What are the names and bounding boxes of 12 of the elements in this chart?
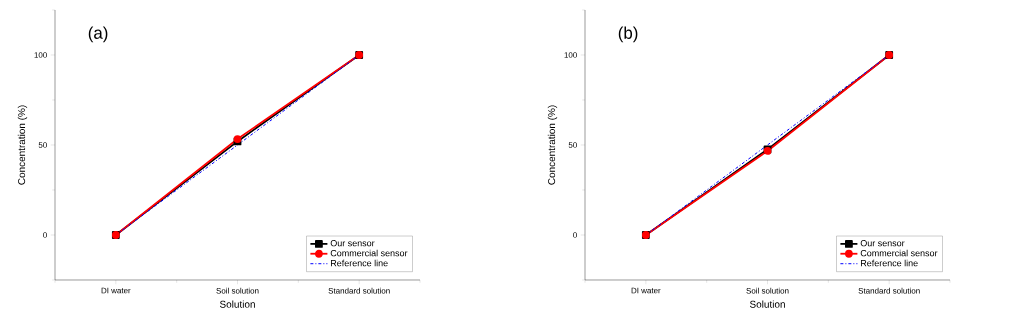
- x-axis-title: Solution: [219, 300, 255, 308]
- x-axis-title: Solution: [749, 300, 785, 308]
- legend-label: Commercial sensor: [330, 249, 408, 257]
- text: (b): [618, 26, 638, 43]
- legend-label: Our sensor: [860, 240, 905, 247]
- legend-label: Commercial sensor: [860, 249, 938, 257]
- text: (a): [88, 26, 108, 43]
- y-axis-title: Concentration (%): [17, 105, 28, 185]
- legend-label: Reference line: [331, 259, 388, 267]
- y-axis-title: Concentration (%): [547, 105, 558, 185]
- legend-label: Our sensor: [330, 240, 375, 247]
- legend-label: Reference line: [861, 259, 918, 267]
